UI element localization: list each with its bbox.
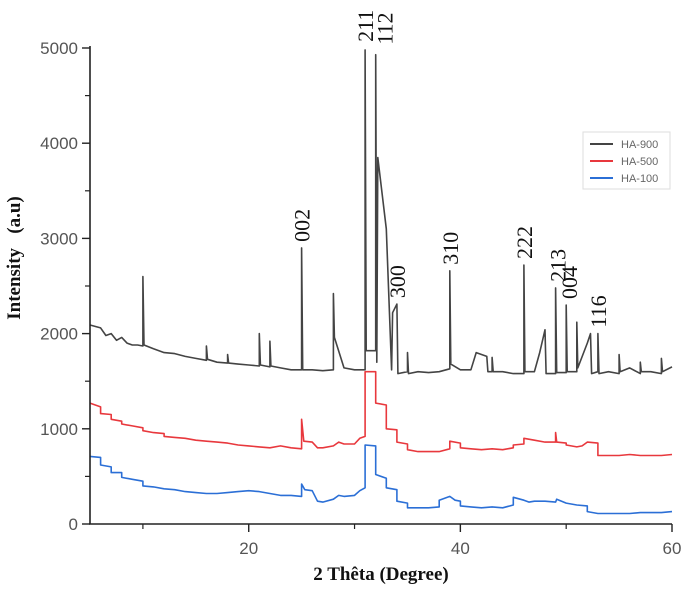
legend-label: HA-900 — [621, 139, 658, 151]
peak-label-211: 211 — [353, 10, 378, 42]
peak-label-213: 213 — [546, 249, 571, 282]
x-tick-label: 40 — [451, 539, 470, 558]
axes: 0 1000 2000 3000 4000 5000 20 40 60 — [40, 39, 681, 558]
series-layer — [89, 49, 673, 515]
series-ha-900 — [89, 49, 673, 375]
peak-label-112: 112 — [373, 12, 398, 44]
peak-label-004: 004 — [557, 266, 582, 299]
series-ha-500 — [89, 370, 673, 457]
peak-label-300: 300 — [385, 265, 410, 298]
y-axis-title: Intensity (a.u) — [4, 196, 25, 320]
y-tick-label: 4000 — [40, 134, 78, 153]
peak-label-116: 116 — [586, 295, 611, 327]
y-tick-label: 1000 — [40, 420, 78, 439]
y-tick-label: 3000 — [40, 229, 78, 248]
x-axis-title: 2 Thêta (Degree) — [313, 564, 448, 585]
peak-label-002: 002 — [290, 209, 315, 242]
x-tick-label: 60 — [663, 539, 682, 558]
legend-label: HA-500 — [621, 156, 658, 168]
y-tick-label: 0 — [69, 515, 78, 534]
y-tick-label: 5000 — [40, 39, 78, 58]
legend-label: HA-100 — [621, 173, 658, 185]
peak-label-222: 222 — [512, 226, 537, 259]
series-ha-100 — [89, 444, 673, 515]
x-tick-label: 20 — [239, 539, 258, 558]
peak-label-310: 310 — [438, 232, 463, 265]
legend: HA-900 HA-500 HA-100 — [582, 131, 671, 190]
y-tick-label: 2000 — [40, 325, 78, 344]
